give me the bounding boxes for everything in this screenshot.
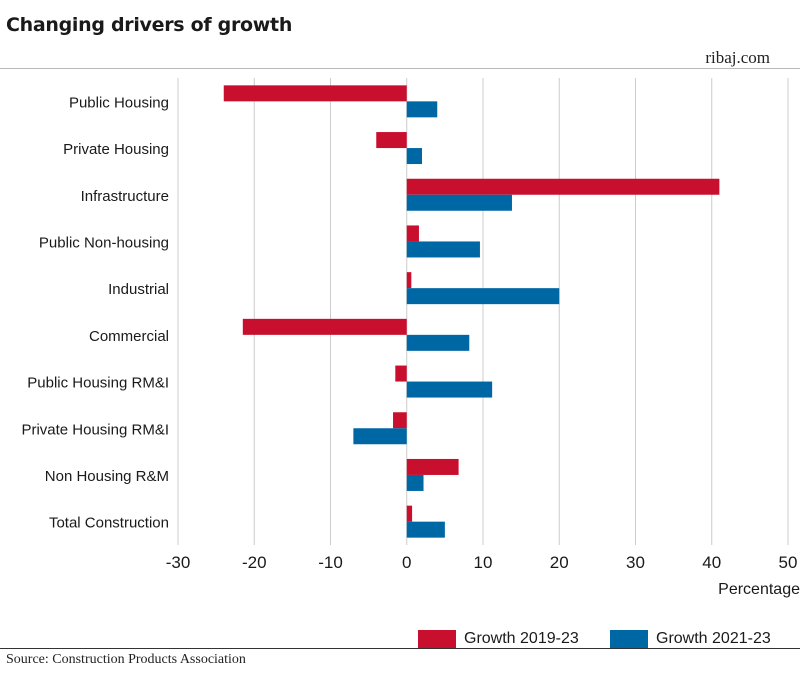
bar-series-1 [395,365,407,382]
legend: Growth 2021-23 [610,630,771,648]
chart-title: Changing drivers of growth [6,14,293,36]
bar-series-2 [406,474,424,491]
x-tick-label: 20 [550,553,569,572]
bar-series-1 [406,272,412,289]
category-label: Private Housing [63,141,169,158]
category-label: Public Housing [69,94,169,111]
bar-series-1 [406,505,413,522]
category-label: Infrastructure [81,188,169,205]
brand-label: ribaj.com [705,48,770,67]
bar-series-1 [406,225,419,242]
category-label: Total Construction [49,515,169,532]
bar-series-1 [393,412,407,429]
bar-series-2 [406,288,560,305]
bar-series-2 [406,521,445,538]
x-tick-label: 10 [474,553,493,572]
legend: Growth 2019-23 [418,630,579,648]
bar-series-2 [406,241,480,258]
bar-series-2 [406,334,470,351]
bar-series-2 [406,194,512,211]
bar-series-2 [353,428,407,445]
x-tick-label: -10 [318,553,343,572]
category-label: Public Housing RM&I [27,375,169,392]
x-tick-label: -30 [166,553,191,572]
bar-series-2 [406,101,438,118]
category-label: Commercial [89,328,169,345]
legend-label-series-2: Growth 2021-23 [656,630,771,647]
legend-label-series-1: Growth 2019-23 [464,630,579,647]
bar-series-2 [406,148,422,165]
bar-series-1 [406,458,459,475]
category-label: Industrial [108,281,169,298]
bar-series-1 [376,132,407,149]
top-divider [0,68,800,69]
source-note: Source: Construction Products Associatio… [6,652,246,667]
x-tick-label: 50 [779,553,798,572]
grid-lines [177,78,789,545]
x-tick-label: -20 [242,553,267,572]
bar-series-1 [406,178,720,195]
bar-series-2 [406,381,493,398]
category-label: Non Housing R&M [45,468,169,485]
x-tick-label: 40 [702,553,721,572]
x-tick-labels: -30 -20 -10 0 10 20 30 40 50 [166,553,798,572]
bottom-divider [0,648,800,649]
x-tick-label: 30 [626,553,645,572]
x-tick-label: 0 [402,553,411,572]
x-axis-label: Percentage [718,581,800,598]
bar-series-1 [223,85,407,102]
category-label: Private Housing RM&I [21,421,169,438]
category-label: Public Non-housing [39,234,169,251]
legend-swatch-series-2 [610,630,648,648]
bar-series-1 [242,318,407,335]
category-labels: Public Housing Private Housing Infrastruct… [21,94,169,531]
legend-swatch-series-1 [418,630,456,648]
bars [223,85,720,538]
